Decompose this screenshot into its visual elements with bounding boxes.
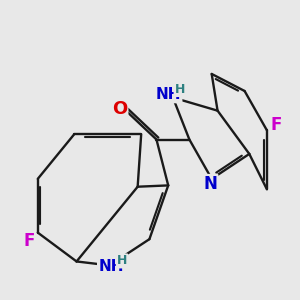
Text: H: H	[117, 254, 127, 267]
Text: NH: NH	[98, 260, 124, 274]
Text: H: H	[175, 83, 185, 96]
Text: F: F	[271, 116, 282, 134]
Text: NH: NH	[156, 87, 181, 102]
Text: F: F	[23, 232, 34, 250]
Text: N: N	[203, 175, 217, 193]
Text: O: O	[112, 100, 127, 118]
